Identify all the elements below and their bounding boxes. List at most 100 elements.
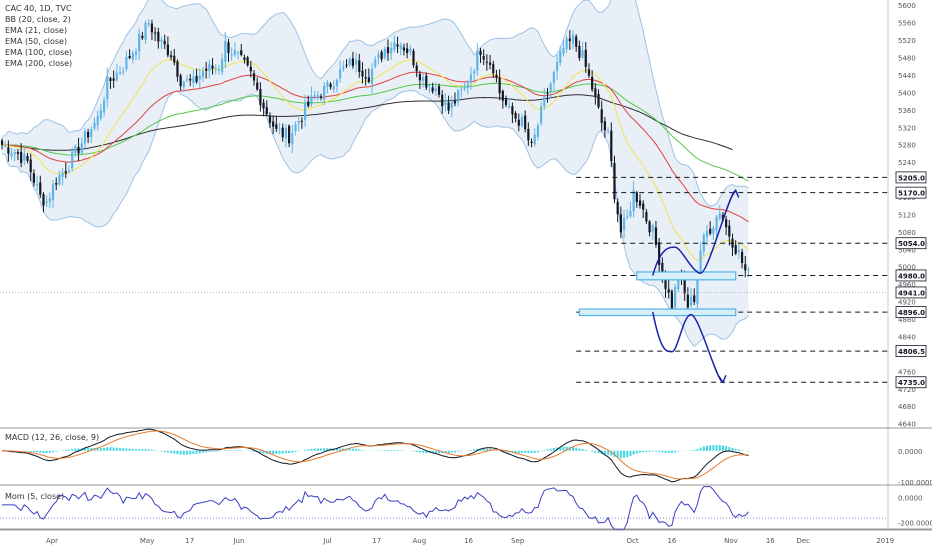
candle-body bbox=[603, 121, 607, 131]
candle-body bbox=[524, 115, 527, 130]
candle-body bbox=[297, 121, 300, 124]
ema21-line bbox=[1, 59, 749, 261]
candle-body bbox=[61, 172, 64, 177]
candle-body bbox=[492, 64, 495, 74]
candle-body bbox=[208, 63, 211, 72]
candle-body bbox=[578, 45, 581, 59]
time-tick-label: 16 bbox=[464, 537, 473, 545]
price-label-text: 5205.0 bbox=[898, 174, 925, 182]
price-label-box bbox=[895, 376, 927, 389]
candle-body bbox=[166, 44, 169, 56]
price-label-box bbox=[895, 186, 927, 199]
price-label-box bbox=[895, 269, 927, 282]
candle-body bbox=[642, 203, 645, 210]
price-label-text: 5054.0 bbox=[898, 240, 925, 248]
candle-body bbox=[645, 211, 648, 222]
bollinger-lower-line bbox=[1, 89, 749, 348]
time-tick-label: Dec bbox=[796, 537, 810, 545]
candle-body bbox=[29, 159, 32, 173]
candle-body bbox=[479, 50, 482, 55]
time-tick-label: 16 bbox=[766, 537, 775, 545]
candle-body bbox=[342, 66, 345, 70]
price-tick-label: 5400 bbox=[898, 89, 916, 97]
candle-body bbox=[370, 69, 374, 85]
candle-body bbox=[141, 35, 144, 39]
time-tick-label: Aug bbox=[413, 537, 427, 545]
candle-body bbox=[508, 105, 511, 108]
legend-ema200: EMA (200, close) bbox=[5, 59, 73, 68]
legend-ema21: EMA (21, close) bbox=[5, 26, 68, 35]
scenario-path-up bbox=[652, 189, 737, 276]
candle-body bbox=[118, 72, 122, 74]
candle-body bbox=[80, 143, 83, 153]
candle-body bbox=[7, 147, 10, 154]
candle-body bbox=[488, 62, 492, 65]
candle-body bbox=[450, 101, 453, 109]
time-tick-label: Oct bbox=[627, 537, 639, 545]
candle-body bbox=[157, 31, 160, 42]
candle-body bbox=[591, 76, 594, 90]
candle-body bbox=[421, 77, 425, 81]
candle-body bbox=[74, 146, 77, 154]
candle-body bbox=[150, 23, 154, 33]
candle-body bbox=[42, 194, 45, 206]
candle-body bbox=[313, 95, 316, 97]
candle-body bbox=[737, 250, 740, 252]
candle-body bbox=[345, 64, 348, 66]
macd-tick-label: 0.0000 bbox=[898, 448, 923, 456]
candle-body bbox=[635, 192, 638, 202]
candle-body bbox=[246, 57, 249, 66]
candle-body bbox=[632, 190, 635, 212]
candle-body bbox=[323, 85, 326, 100]
candle-body bbox=[300, 120, 303, 122]
candle-body bbox=[364, 77, 367, 79]
price-tick-label: 5280 bbox=[898, 142, 916, 150]
candle-body bbox=[469, 74, 473, 83]
candle-body bbox=[64, 171, 67, 174]
candle-body bbox=[457, 90, 460, 103]
candle-body bbox=[740, 251, 744, 264]
candle-body bbox=[441, 94, 444, 107]
candle-body bbox=[670, 290, 673, 310]
candle-body bbox=[316, 95, 319, 98]
candle-body bbox=[651, 225, 654, 232]
candle-body bbox=[83, 130, 87, 144]
candle-body bbox=[721, 214, 725, 221]
time-tick-label: May bbox=[140, 537, 154, 545]
candle-body bbox=[125, 56, 128, 70]
candle-body bbox=[581, 50, 584, 58]
candle-body bbox=[259, 89, 262, 105]
candle-body bbox=[546, 92, 549, 94]
candle-body bbox=[236, 52, 240, 54]
price-tick-label: 4720 bbox=[898, 386, 916, 394]
ema100-line bbox=[1, 82, 749, 182]
candle-body bbox=[354, 59, 358, 65]
price-tick-label: 4960 bbox=[898, 281, 916, 289]
candle-body bbox=[272, 121, 275, 127]
time-tick-label: Jun bbox=[232, 537, 244, 545]
candle-body bbox=[361, 70, 364, 77]
price-tick-label: 4680 bbox=[898, 403, 916, 411]
candle-body bbox=[26, 155, 29, 161]
price-tick-label: 5520 bbox=[898, 37, 916, 45]
candle-body bbox=[169, 55, 173, 58]
scenario-arrowhead-up bbox=[731, 188, 740, 198]
candle-body bbox=[530, 141, 533, 144]
candle-body bbox=[498, 77, 501, 94]
candle-body bbox=[182, 81, 185, 88]
candle-body bbox=[115, 72, 118, 81]
candle-body bbox=[434, 88, 437, 92]
price-label-box bbox=[895, 345, 927, 357]
candle-body bbox=[504, 98, 508, 105]
candle-body bbox=[689, 296, 693, 306]
price-tick-label: 5120 bbox=[898, 211, 916, 219]
momentum-tick-label: 0.0000 bbox=[898, 494, 923, 502]
candle-body bbox=[4, 145, 7, 147]
candle-body bbox=[712, 228, 715, 234]
bollinger-upper-line bbox=[1, 0, 749, 207]
candle-body bbox=[673, 287, 677, 308]
candle-body bbox=[677, 278, 680, 290]
candle-body bbox=[35, 184, 39, 186]
time-tick-label: Apr bbox=[46, 537, 58, 545]
